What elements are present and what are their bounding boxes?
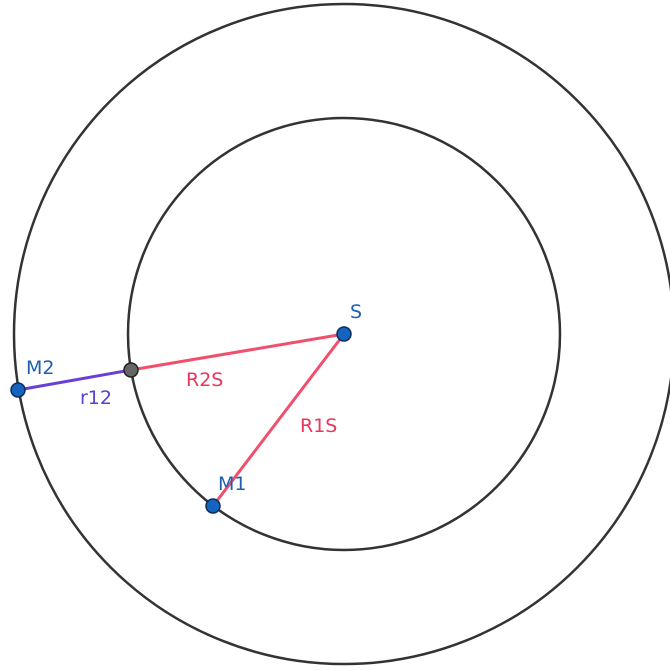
segment-r1s	[211, 333, 346, 507]
point-m1	[205, 498, 221, 514]
segment-label: R1S	[300, 415, 337, 437]
point-s	[336, 326, 352, 342]
segment-label: R2S	[186, 369, 223, 391]
outer-circle	[12, 2, 670, 666]
point-label: M2	[26, 357, 54, 379]
segment-label: r12	[80, 387, 112, 409]
point-label: S	[350, 301, 362, 323]
segment-r2s	[130, 332, 345, 372]
inner-circle	[126, 116, 562, 552]
point-label: M1	[218, 473, 246, 495]
intersection-point	[123, 362, 139, 378]
segment-r12	[17, 368, 132, 392]
point-m2	[10, 382, 26, 398]
